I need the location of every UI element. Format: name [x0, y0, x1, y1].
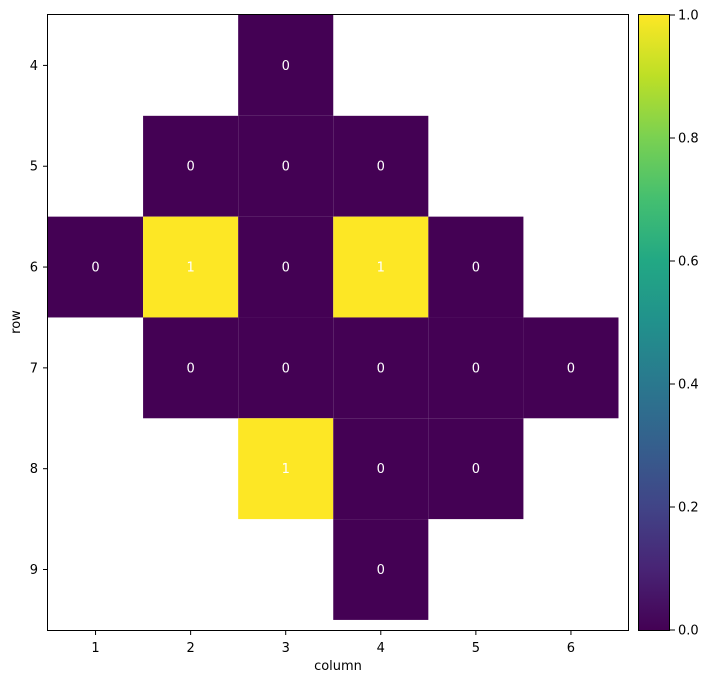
heatmap-cell-r7-c2: [143, 317, 239, 419]
y-tick-label: 4: [30, 59, 38, 74]
colorbar-tick-label: 1.0: [678, 9, 699, 24]
cell-value-label: 0: [472, 261, 480, 276]
heatmap-cell-r8-c3: [238, 418, 334, 520]
cell-value-label: 0: [282, 160, 290, 175]
heatmap-cell-r6-c4: [333, 216, 429, 318]
heatmap-cell-r4-c3: [238, 15, 334, 116]
heatmap-cell-r8-c5: [428, 418, 524, 520]
y-tick-label: 8: [30, 462, 38, 477]
x-tick-label: 6: [567, 641, 575, 656]
cell-value-label: 0: [91, 261, 99, 276]
x-tick-label: 5: [472, 641, 480, 656]
cell-value-label: 0: [377, 361, 385, 376]
x-axis-ticks: 1 2 3 4 5 6: [91, 630, 575, 656]
cell-value-label: 1: [377, 261, 385, 276]
cell-value-label: 0: [282, 361, 290, 376]
colorbar-tick-label: 0.6: [678, 255, 699, 270]
colorbar-ticks: 0.0 0.2 0.4 0.6 0.8 1.0: [670, 9, 699, 639]
cell-value-label: 0: [377, 462, 385, 477]
cell-value-label: 0: [472, 462, 480, 477]
cell-value-label: 0: [186, 160, 194, 175]
y-tick-label: 7: [30, 361, 38, 376]
cell-value-label: 0: [282, 261, 290, 276]
heatmap-cell-r5-c3: [238, 115, 334, 217]
x-tick-label: 2: [186, 641, 194, 656]
y-tick-label: 9: [30, 563, 38, 578]
heatmap-cell-r5-c2: [143, 115, 239, 217]
cell-value-label: 0: [186, 361, 194, 376]
x-tick-label: 3: [282, 641, 290, 656]
heatmap-cell-r5-c4: [333, 115, 429, 217]
y-axis-title: row: [9, 310, 24, 334]
cell-value-label: 0: [567, 361, 575, 376]
heatmap-cell-r6-c3: [238, 216, 334, 318]
colorbar-tick-label: 0.2: [678, 501, 699, 516]
heatmap-cell-r8-c4: [333, 418, 429, 520]
cell-value-label: 0: [472, 361, 480, 376]
heatmap-cell-r6-c5: [428, 216, 524, 318]
y-axis-ticks: 4 5 6 7 8 9: [30, 59, 48, 578]
cell-value-label: 1: [186, 261, 194, 276]
plot-area-frame: [47, 14, 629, 631]
y-tick-label: 6: [30, 261, 38, 276]
cell-value-label: 1: [282, 462, 290, 477]
y-tick-label: 5: [30, 160, 38, 175]
cell-value-label: 0: [282, 59, 290, 74]
x-axis-title: column: [314, 659, 362, 674]
heatmap-cell-r7-c3: [238, 317, 334, 419]
heatmap-cells: [48, 15, 619, 620]
heatmap-cell-r6-c1: [48, 216, 144, 318]
heatmap-cell-r9-c4: [333, 519, 429, 620]
heatmap-cell-r7-c6: [523, 317, 619, 419]
heatmap-cell-r6-c2: [143, 216, 239, 318]
colorbar-tick-label: 0.0: [678, 624, 699, 639]
colorbar-tick-label: 0.4: [678, 378, 699, 393]
cell-value-label: 0: [377, 160, 385, 175]
colorbar-tick-label: 0.8: [678, 132, 699, 147]
x-tick-label: 1: [91, 641, 99, 656]
cell-value-labels: 0 0 0 0 0 1 0 1 0 0 0 0 0 0 1 0 0 0: [91, 59, 575, 578]
cell-value-label: 0: [377, 563, 385, 578]
heatmap-cell-r7-c5: [428, 317, 524, 419]
heatmap-cell-r7-c4: [333, 317, 429, 419]
x-tick-label: 4: [377, 641, 385, 656]
colorbar: [638, 14, 670, 631]
